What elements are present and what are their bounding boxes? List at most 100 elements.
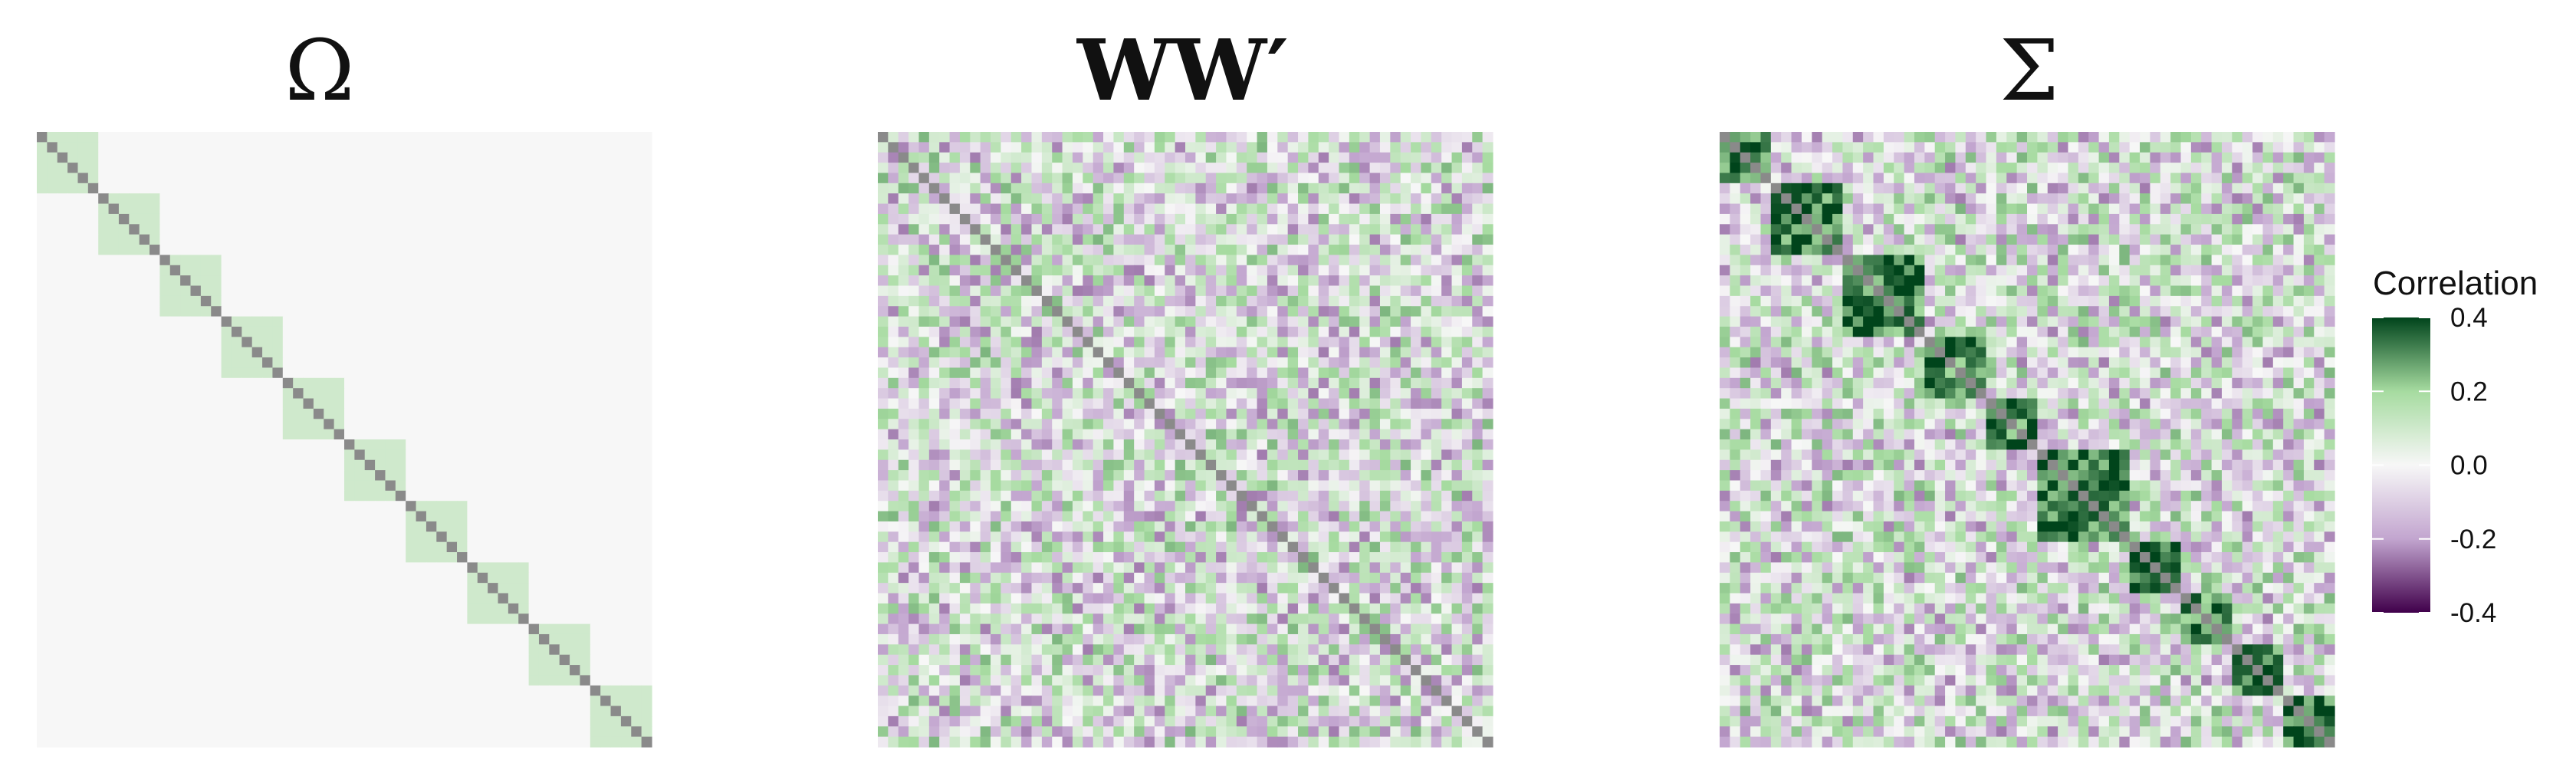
heatmap-cell xyxy=(324,521,335,532)
heatmap-cell xyxy=(159,665,171,676)
heatmap-cell xyxy=(118,163,130,174)
heatmap-cell xyxy=(108,521,120,532)
heatmap-cell xyxy=(898,193,909,205)
heatmap-cell xyxy=(457,203,468,215)
heatmap-cell xyxy=(293,326,304,337)
heatmap-cell xyxy=(354,316,366,327)
heatmap-cell xyxy=(477,132,488,143)
heatmap-cell xyxy=(129,183,140,194)
heatmap-cell xyxy=(467,459,478,471)
heatmap-cell xyxy=(1185,132,1196,143)
heatmap-cell xyxy=(1236,173,1247,184)
heatmap-cell xyxy=(385,541,396,553)
heatmap-cell xyxy=(1031,357,1043,369)
heatmap-cell xyxy=(303,193,314,205)
heatmap-cell xyxy=(1031,337,1043,348)
heatmap-cell xyxy=(1247,163,1258,174)
heatmap-cell xyxy=(610,470,622,482)
heatmap-cell xyxy=(970,132,981,143)
heatmap-cell xyxy=(446,357,458,369)
heatmap-cell xyxy=(169,623,181,635)
heatmap-cell xyxy=(528,613,540,625)
heatmap-cell xyxy=(570,633,581,645)
heatmap-cell xyxy=(1400,203,1411,215)
heatmap-cell xyxy=(282,316,294,327)
heatmap-cell xyxy=(57,521,68,532)
heatmap-cell xyxy=(549,173,560,184)
heatmap-cell xyxy=(888,213,899,225)
heatmap-cell xyxy=(139,490,150,502)
heatmap-cell xyxy=(385,552,396,563)
heatmap-cell xyxy=(37,675,48,686)
heatmap-cell xyxy=(200,470,212,482)
heatmap-cell xyxy=(610,306,622,317)
heatmap-cell xyxy=(37,613,48,625)
heatmap-cell xyxy=(610,367,622,379)
heatmap-cell xyxy=(898,285,909,297)
heatmap-cell xyxy=(272,726,284,738)
heatmap-cell xyxy=(1421,213,1432,225)
heatmap-cell xyxy=(488,521,499,532)
heatmap-cell xyxy=(538,265,550,276)
heatmap-cell xyxy=(970,142,981,153)
heatmap-cell xyxy=(1257,306,1268,317)
heatmap-cell xyxy=(559,213,570,225)
heatmap-cell xyxy=(242,213,253,225)
heatmap-cell xyxy=(580,306,591,317)
heatmap-cell xyxy=(631,736,642,748)
heatmap-cell xyxy=(47,224,58,235)
heatmap-cell xyxy=(129,326,140,337)
heatmap-cell xyxy=(385,675,396,686)
heatmap-cell xyxy=(395,152,406,163)
heatmap-cell xyxy=(190,152,202,163)
heatmap-cell xyxy=(221,511,232,522)
heatmap-cell xyxy=(416,501,427,512)
heatmap-cell xyxy=(878,193,889,205)
heatmap-cell xyxy=(477,521,488,532)
heatmap-cell xyxy=(1329,357,1340,369)
heatmap-cell xyxy=(354,470,366,482)
heatmap-cell xyxy=(118,275,130,287)
heatmap-cell xyxy=(67,152,79,163)
heatmap-cell xyxy=(570,449,581,461)
heatmap-cell xyxy=(559,337,570,348)
heatmap-cell xyxy=(1339,142,1350,153)
heatmap-cell xyxy=(1123,295,1135,307)
heatmap-cell xyxy=(395,633,406,645)
heatmap-cell xyxy=(262,706,274,717)
heatmap-cell xyxy=(1461,337,1473,348)
heatmap-cell xyxy=(528,213,540,225)
heatmap-cell xyxy=(1472,255,1484,266)
heatmap-cell xyxy=(528,583,540,594)
heatmap-cell xyxy=(242,295,253,307)
heatmap-cell xyxy=(1431,173,1442,184)
heatmap-cell xyxy=(1400,306,1411,317)
heatmap-cell xyxy=(1247,234,1258,245)
heatmap-cell xyxy=(1349,245,1360,255)
heatmap-cell xyxy=(77,459,89,471)
heatmap-cell xyxy=(180,367,192,379)
heatmap-cell xyxy=(620,419,632,430)
heatmap-cell xyxy=(518,152,530,163)
heatmap-cell xyxy=(457,213,468,225)
heatmap-cell xyxy=(139,531,150,543)
heatmap-cell xyxy=(467,398,478,410)
heatmap-cell xyxy=(1165,347,1176,358)
heatmap-cell xyxy=(190,449,202,461)
heatmap-cell xyxy=(324,316,335,327)
heatmap-cell xyxy=(467,183,478,194)
heatmap-cell xyxy=(57,388,68,400)
heatmap-cell xyxy=(313,654,324,666)
heatmap-cell xyxy=(600,306,612,317)
heatmap-cell xyxy=(416,490,427,502)
heatmap-cell xyxy=(242,736,253,748)
heatmap-cell xyxy=(324,347,335,358)
heatmap-cell xyxy=(477,654,488,666)
heatmap-cell xyxy=(528,234,540,245)
heatmap-cell xyxy=(918,357,930,369)
heatmap-cell xyxy=(1216,285,1227,297)
heatmap-cell xyxy=(57,449,68,461)
heatmap-cell xyxy=(334,644,345,656)
heatmap-cell xyxy=(334,408,345,419)
heatmap-cell xyxy=(108,654,120,666)
